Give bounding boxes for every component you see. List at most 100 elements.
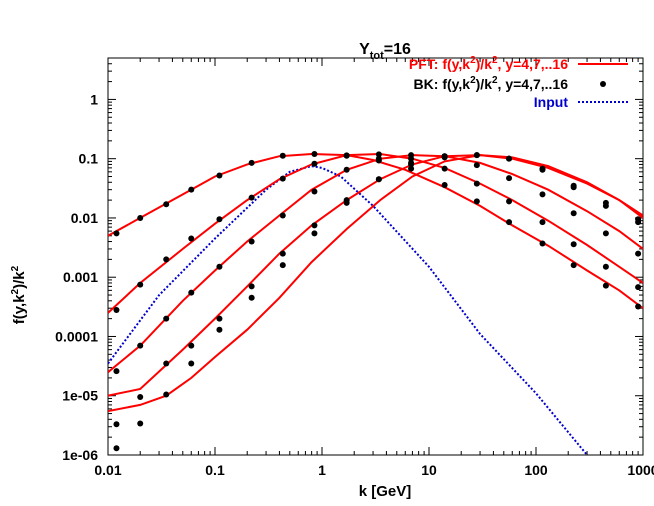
plot-frame <box>107 57 644 456</box>
legend-label-sup: 2 <box>492 75 498 86</box>
bk-point <box>216 315 223 322</box>
bk-point <box>506 219 513 226</box>
bk-point <box>163 360 170 367</box>
bk-point <box>635 303 642 310</box>
legend-label-sup: 2 <box>470 55 476 66</box>
bk-point <box>137 420 144 427</box>
bk-point <box>570 241 577 248</box>
plot-area: 0.01 0.1 1 10 100 1000 1e-06 1e-05 0.0001 0.001 0.… <box>55 57 654 478</box>
bk-point <box>539 166 546 173</box>
bk-point <box>188 289 195 296</box>
bk-point <box>216 326 223 333</box>
y-tick-label: 0.01 <box>71 210 98 226</box>
bk-point <box>113 368 120 375</box>
bk-point <box>570 262 577 269</box>
bk-point <box>506 198 513 205</box>
legend-label-part: )/k <box>476 76 493 92</box>
y-tick-label: 1e-05 <box>62 388 98 404</box>
bk-point <box>441 153 448 160</box>
bk-point <box>137 214 144 221</box>
bk-point <box>311 160 318 167</box>
bk-point <box>473 152 480 159</box>
legend-label: BK: f(y,k2)/k2, y=4,7,..16 <box>414 75 569 92</box>
bk-point <box>408 152 415 159</box>
bk-point <box>473 180 480 187</box>
bk-point <box>137 281 144 288</box>
x-tick-label: 0.01 <box>94 462 121 478</box>
chart-title: Ytot=16 <box>359 41 411 62</box>
legend-label-part: BK: f(y,k <box>414 76 471 92</box>
y-axis-label-part: )/k <box>11 271 28 289</box>
y-tick-label: 1 <box>90 91 98 107</box>
bk-point <box>375 176 382 183</box>
y-tick-label: 0.0001 <box>55 328 98 344</box>
bk-point <box>137 342 144 349</box>
pft-line <box>108 154 643 413</box>
bk-point <box>311 188 318 195</box>
bk-point <box>113 230 120 237</box>
bk-point <box>441 165 448 172</box>
bk-point <box>188 360 195 367</box>
legend-label-part: , y=4,7,..16 <box>498 56 569 72</box>
bk-point <box>635 284 642 291</box>
legend-label-sup: 2 <box>470 75 476 86</box>
legend-label: PFT: f(y,k2)/k2, y=4,7,..16 <box>409 55 568 72</box>
bk-point <box>539 240 546 247</box>
bk-point <box>539 191 546 198</box>
chart-title-sub: tot <box>370 50 384 62</box>
x-axis-label: k [GeV] <box>359 483 412 500</box>
pft-line <box>108 152 643 314</box>
bk-point <box>311 230 318 237</box>
bk-point <box>635 216 642 223</box>
bk-point <box>137 394 144 401</box>
x-tick-label: 100 <box>524 462 548 478</box>
bk-point <box>216 216 223 223</box>
bk-point <box>216 263 223 270</box>
y-tick-label: 0.001 <box>63 269 98 285</box>
bk-point <box>279 175 286 182</box>
bk-point <box>539 219 546 226</box>
legend-label-part: PFT: f(y,k <box>409 56 470 72</box>
legend-label-sup: 2 <box>492 55 498 66</box>
bk-point <box>375 155 382 162</box>
legend-swatch-point <box>600 81 606 87</box>
series-layer <box>108 152 643 455</box>
bk-point <box>163 201 170 208</box>
bk-point <box>343 199 350 206</box>
bk-point <box>248 283 255 290</box>
bk-point <box>113 445 120 452</box>
bk-point <box>163 391 170 398</box>
bk-point <box>163 256 170 263</box>
legend-label-part: Input <box>534 94 569 110</box>
bk-point <box>408 165 415 172</box>
bk-point <box>506 155 513 162</box>
y-axis-label: f(y,k2)/k2 <box>10 265 28 324</box>
bk-point <box>248 294 255 301</box>
chart-title-main: Y <box>359 41 370 58</box>
bk-point <box>570 210 577 217</box>
chart-title-rest: =16 <box>384 41 411 58</box>
bk-point <box>113 421 120 428</box>
points-layer <box>113 150 642 452</box>
x-tick-label: 0.1 <box>205 462 225 478</box>
input-line <box>108 165 588 455</box>
bk-point <box>188 342 195 349</box>
bk-point <box>279 212 286 219</box>
bk-point <box>343 152 350 159</box>
x-tick-label: 10 <box>421 462 437 478</box>
bk-point <box>408 159 415 166</box>
x-tick-label: 1 <box>318 462 326 478</box>
legend-label: Input <box>534 94 569 110</box>
bk-point <box>473 162 480 169</box>
x-tick-label: 1000 <box>627 462 654 478</box>
bk-point <box>375 151 382 158</box>
pft-line <box>108 154 643 373</box>
bk-point <box>441 181 448 188</box>
y-axis-label-part: f(y,k <box>11 294 28 324</box>
bk-point <box>248 159 255 166</box>
bk-point <box>602 282 609 289</box>
bk-point <box>506 175 513 182</box>
bk-point <box>311 222 318 229</box>
bk-point <box>602 202 609 209</box>
